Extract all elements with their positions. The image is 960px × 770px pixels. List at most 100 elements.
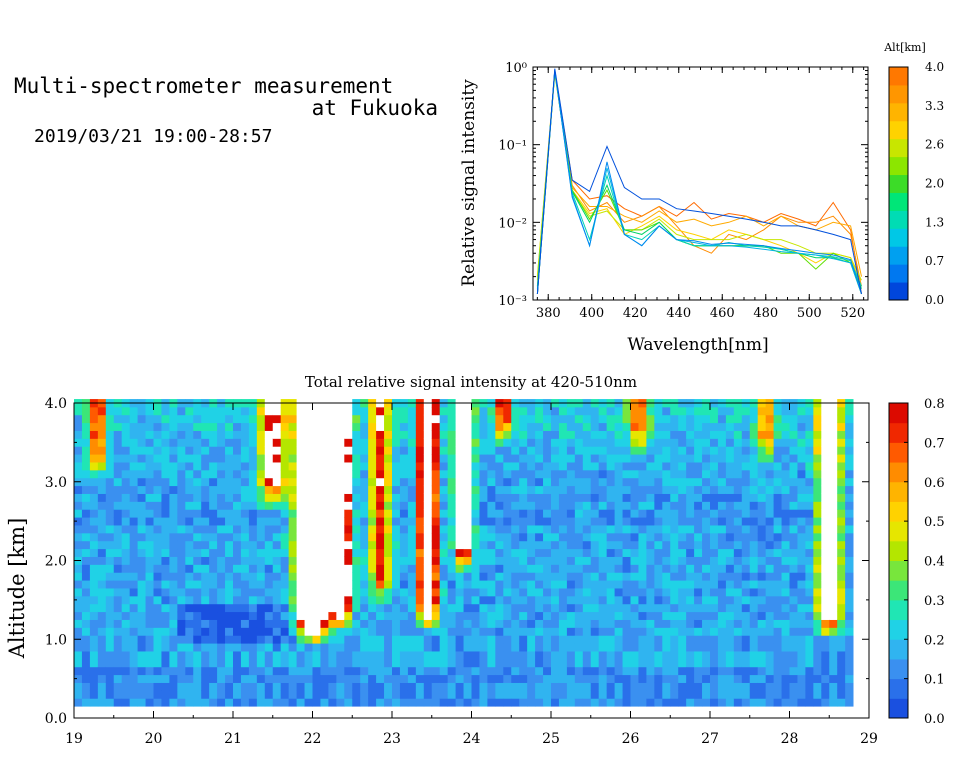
- heatmap-cell: [74, 406, 83, 416]
- heatmap-cell: [137, 532, 146, 542]
- heatmap-cell: [264, 690, 274, 699]
- heatmap-cell: [606, 406, 615, 416]
- heatmap-cell: [296, 619, 305, 628]
- heatmap-cell: [630, 462, 639, 471]
- heatmap-cell: [757, 572, 767, 581]
- heatmap-cell: [622, 635, 631, 644]
- spectrum-series-group: [536, 68, 862, 295]
- heatmap-cell: [209, 438, 218, 447]
- intensity-colorbar: 0.00.10.20.30.40.50.60.70.8: [888, 397, 945, 727]
- heatmap-cell: [447, 525, 456, 534]
- heatmap-cell: [185, 548, 194, 557]
- heatmap-cell: [590, 603, 600, 613]
- heatmap-cell: [169, 658, 178, 668]
- heatmap-cell: [678, 454, 687, 463]
- heatmap-cell: [654, 666, 663, 676]
- heatmap-cell: [479, 690, 488, 699]
- heatmap-cell: [717, 572, 727, 581]
- heatmap-cell: [813, 462, 822, 471]
- heatmap-cell: [646, 635, 655, 644]
- heatmap-cell: [535, 532, 544, 542]
- heatmap-cell: [201, 658, 210, 668]
- heatmap-cell: [725, 658, 735, 668]
- heatmap-cell: [558, 532, 568, 542]
- heatmap-cell: [495, 627, 504, 636]
- heatmap-cell: [749, 580, 759, 589]
- heatmap-cell: [455, 580, 464, 589]
- heatmap-cell: [622, 548, 631, 557]
- heatmap-cell: [352, 627, 361, 636]
- heatmap-cell: [447, 430, 456, 439]
- heatmap-cell: [543, 517, 552, 526]
- heatmap-cell: [678, 462, 687, 471]
- heatmap-cell: [233, 627, 242, 636]
- heatmap-cell: [193, 532, 202, 542]
- heatmap-cell: [630, 414, 639, 424]
- heatmap-cell: [558, 509, 568, 518]
- heatmap-cell: [686, 517, 695, 526]
- heatmap-cell: [463, 603, 472, 613]
- heatmap-cell: [471, 430, 480, 439]
- heatmap-cell: [392, 509, 401, 518]
- heatmap-cell: [415, 414, 425, 424]
- heatmap-cell: [153, 525, 162, 534]
- heatmap-cell: [717, 580, 727, 589]
- heatmap-cell: [614, 446, 623, 455]
- heatmap-cell: [781, 556, 790, 565]
- heatmap-cell: [694, 580, 703, 589]
- heatmap-cell: [97, 430, 107, 439]
- heatmap-cell: [129, 540, 138, 550]
- heatmap-cell: [423, 674, 433, 683]
- heatmap-cell: [161, 469, 170, 479]
- heatmap-cell: [471, 438, 480, 447]
- heatmap-cell: [89, 501, 99, 510]
- heatmap-cell: [384, 643, 393, 652]
- heatmap-cell: [829, 525, 838, 534]
- heatmap-cell: [749, 682, 759, 691]
- heatmap-cell: [551, 540, 560, 550]
- heatmap-cell: [590, 619, 600, 628]
- heatmap-cell: [837, 698, 846, 707]
- heatmap-cell: [574, 674, 584, 683]
- heatmap-cell: [765, 619, 774, 628]
- heatmap-cell: [392, 517, 401, 526]
- heatmap-cell: [694, 658, 703, 668]
- heatmap-cell: [749, 690, 759, 699]
- heatmap-cell: [169, 540, 178, 550]
- heatmap-cell: [566, 532, 576, 542]
- heatmap-cell: [813, 572, 822, 581]
- heatmap-cell: [439, 454, 449, 463]
- heatmap-cell: [121, 446, 131, 455]
- heatmap-cell: [336, 666, 345, 676]
- heatmap-cell: [240, 485, 250, 494]
- heatmap-cell: [81, 611, 91, 620]
- heatmap-cell: [439, 651, 449, 660]
- heatmap-cell: [105, 406, 115, 416]
- heatmap-cell: [328, 698, 337, 707]
- heatmap-cell: [638, 572, 647, 581]
- heatmap-cell: [113, 548, 123, 557]
- heatmap-cell: [511, 682, 520, 691]
- heatmap-cell: [129, 588, 138, 597]
- heatmap-cell: [336, 525, 345, 534]
- heatmap-cell: [813, 564, 822, 573]
- heatmap-cell: [256, 517, 266, 526]
- heatmap-cell: [765, 517, 774, 526]
- heatmap-cell: [670, 564, 679, 573]
- heatmap-cell: [185, 525, 194, 534]
- heatmap-cell: [471, 525, 480, 534]
- heatmap-cell: [137, 509, 146, 518]
- heatmap-cell: [431, 414, 441, 424]
- heatmap-cell: [296, 430, 305, 439]
- heatmap-cell: [773, 422, 782, 431]
- heatmap-cell: [81, 548, 91, 557]
- heatmap-cell: [582, 611, 592, 620]
- heatmap-cell: [527, 548, 536, 557]
- heatmap-cell: [463, 430, 472, 439]
- heatmap-cell: [638, 643, 647, 652]
- heatmap-cell: [471, 540, 480, 550]
- heatmap-cell: [113, 406, 123, 416]
- heatmap-cell: [511, 556, 520, 565]
- heatmap-cell: [487, 627, 496, 636]
- heatmap-cell: [256, 532, 266, 542]
